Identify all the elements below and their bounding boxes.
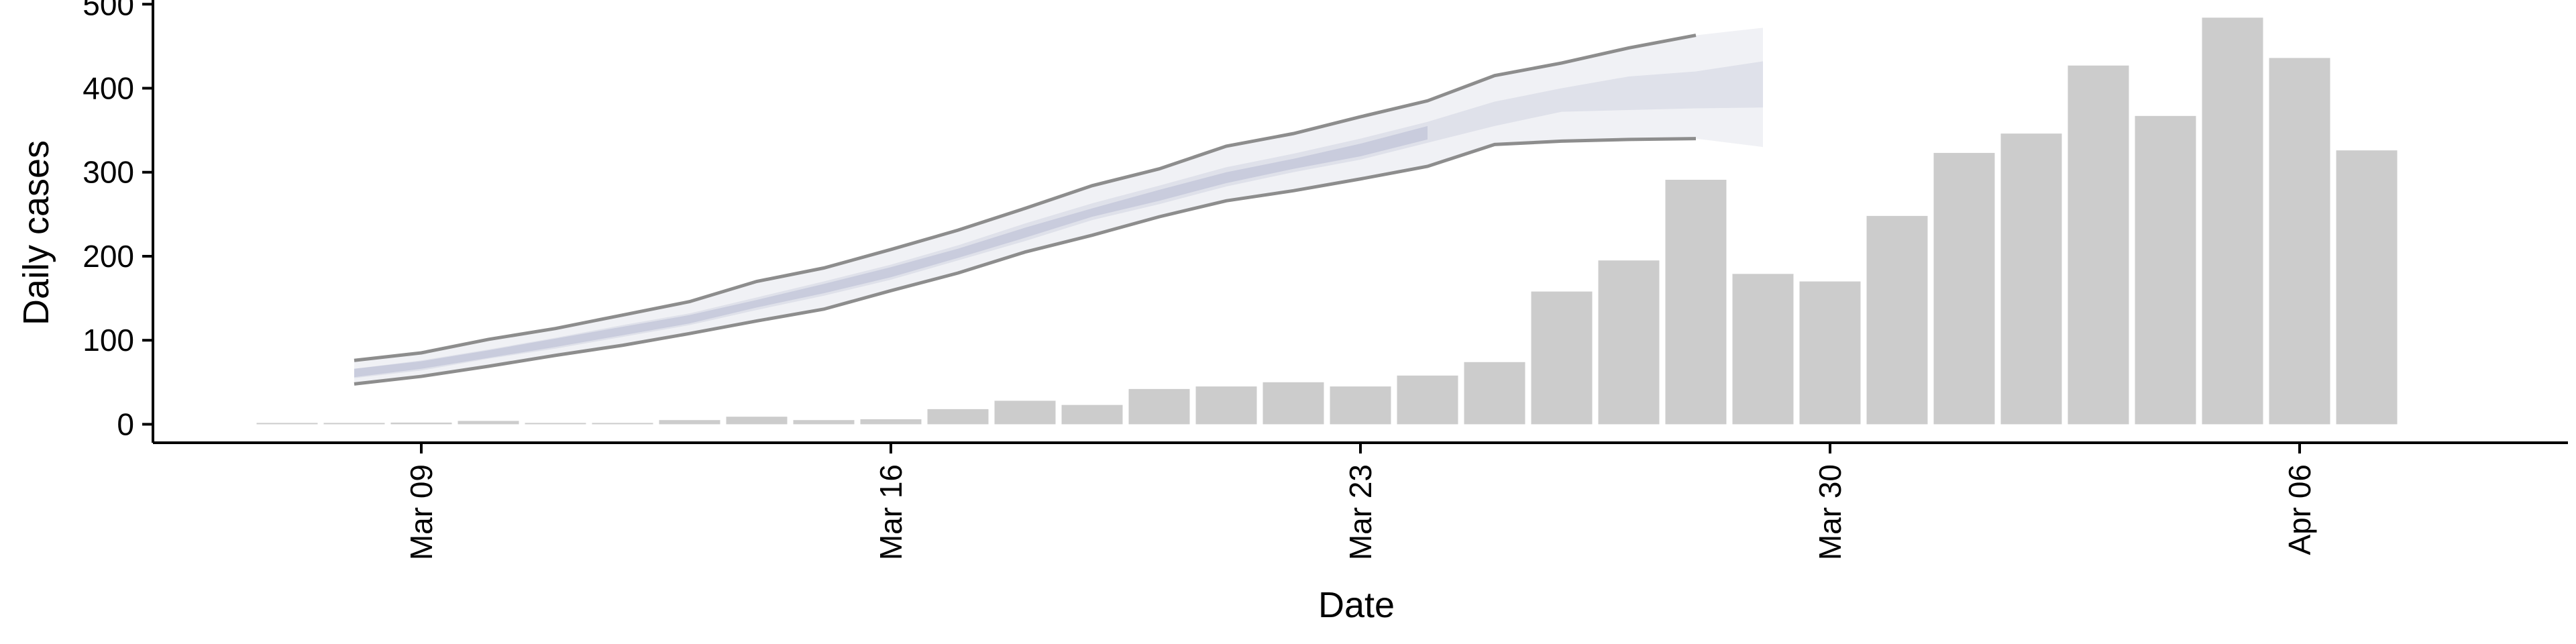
bar-2020-03-20	[1128, 388, 1190, 425]
bar-2020-04-07	[2336, 150, 2398, 425]
bar-2020-03-09	[390, 422, 452, 425]
forecast-interval-lines	[354, 34, 1697, 386]
bar-2020-03-30	[1799, 281, 1861, 425]
line-lower-line	[354, 137, 1697, 386]
bar-2020-03-18	[994, 400, 1056, 425]
x-tick-label-2020-03-23: Mar 23	[1343, 464, 1378, 560]
line-upper-line	[354, 34, 1697, 362]
bar-2020-03-31	[1866, 215, 1928, 425]
x-tick-label-2020-03-16: Mar 16	[873, 464, 908, 560]
y-tick-label-500: 500	[83, 0, 134, 21]
y-tick-label-200: 200	[83, 239, 134, 274]
y-tick-label-0: 0	[117, 407, 134, 441]
bar-2020-03-29	[1732, 274, 1794, 425]
axes: 0 100 200 300 400 500 Mar 09 Mar 16 Mar 23 Mar 30…	[83, 0, 2568, 560]
bar-2020-03-08	[323, 423, 385, 425]
bar-2020-03-15	[793, 420, 855, 425]
y-tick-label-100: 100	[83, 323, 134, 358]
y-tick-label-300: 300	[83, 155, 134, 190]
bar-2020-03-07	[256, 423, 318, 425]
bar-2020-03-27	[1598, 260, 1660, 425]
bar-2020-03-25	[1464, 362, 1525, 425]
bar-2020-03-16	[860, 419, 922, 425]
y-axis-title: Daily cases	[16, 140, 56, 325]
band-outer-band	[354, 28, 1763, 384]
bar-2020-03-17	[927, 409, 989, 425]
bar-2020-03-13	[659, 420, 720, 425]
bar-2020-03-28	[1665, 180, 1727, 425]
forecast-bands	[354, 28, 1763, 384]
bar-2020-03-26	[1531, 291, 1593, 425]
bar-2020-03-24	[1397, 375, 1458, 425]
bar-2020-03-19	[1061, 405, 1123, 425]
bar-2020-03-14	[726, 417, 788, 425]
x-axis-title: Date	[1318, 585, 1395, 625]
bar-2020-03-22	[1263, 382, 1324, 425]
bar-2020-03-21	[1195, 386, 1257, 425]
y-tick-label-400: 400	[83, 71, 134, 106]
bar-2020-04-02	[2000, 133, 2062, 425]
bar-2020-03-23	[1330, 386, 1391, 425]
x-tick-label-2020-03-09: Mar 09	[404, 464, 439, 560]
case-bars	[256, 17, 2398, 425]
x-tick-label-2020-04-06: Apr 06	[2282, 464, 2317, 555]
bar-2020-04-06	[2269, 58, 2330, 425]
bar-2020-03-10	[458, 421, 519, 425]
x-tick-label-2020-03-30: Mar 30	[1813, 464, 1847, 560]
bar-2020-03-12	[592, 423, 653, 425]
bar-2020-04-04	[2135, 115, 2196, 425]
bar-2020-04-03	[2068, 65, 2129, 425]
bar-2020-03-11	[525, 423, 586, 425]
bar-2020-04-01	[1933, 152, 1995, 425]
bar-2020-04-05	[2202, 17, 2263, 425]
